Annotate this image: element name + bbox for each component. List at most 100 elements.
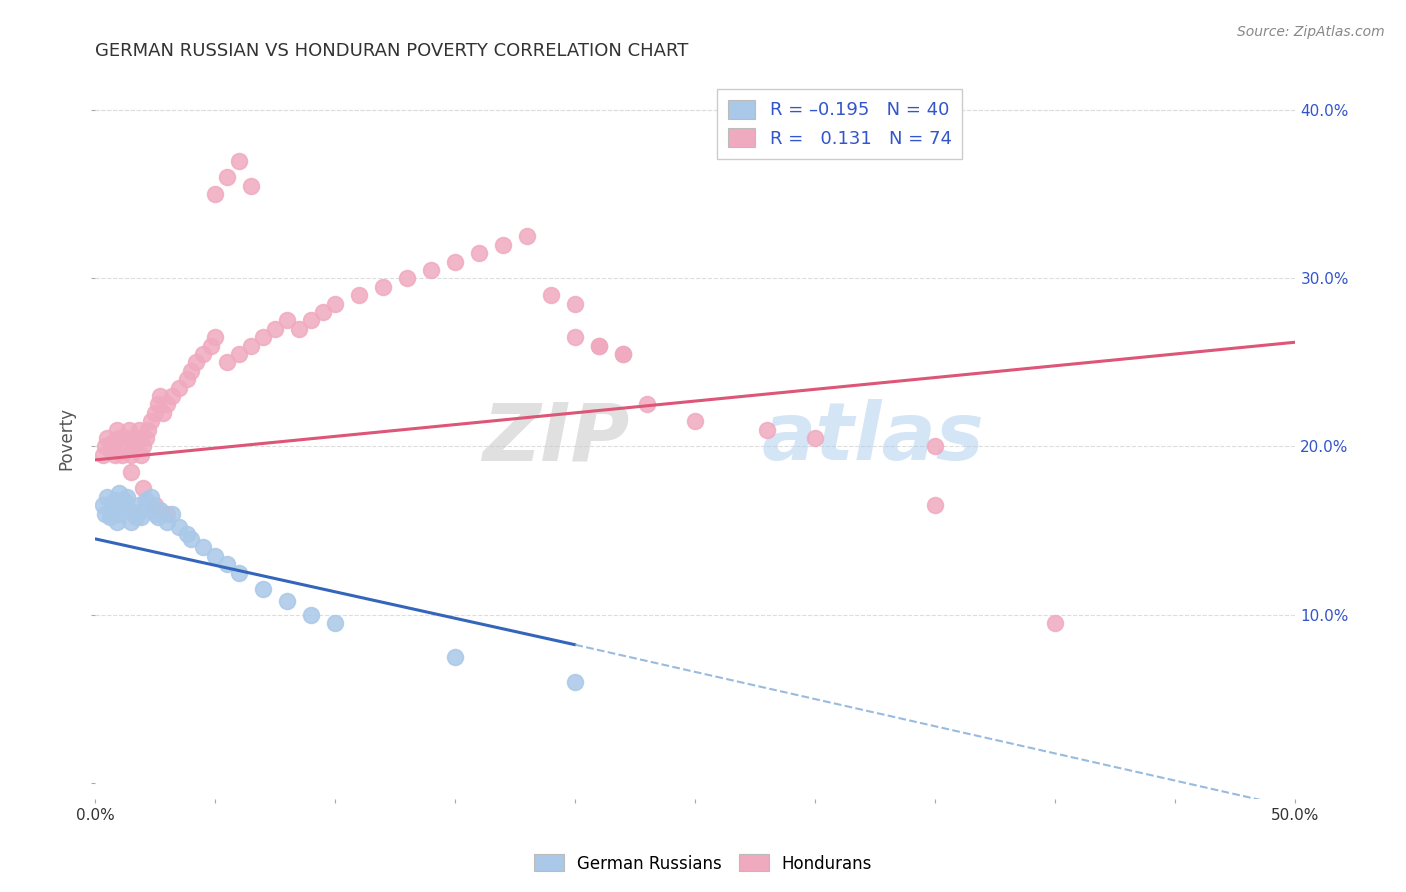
- Point: [204, 330, 226, 344]
- Point: [156, 507, 179, 521]
- Point: [180, 364, 202, 378]
- Point: [129, 448, 152, 462]
- Point: [143, 406, 166, 420]
- Point: [564, 296, 586, 310]
- Point: [146, 510, 169, 524]
- Point: [325, 615, 347, 630]
- Point: [136, 498, 159, 512]
- Point: [468, 246, 491, 260]
- Point: [228, 566, 250, 580]
- Point: [193, 347, 215, 361]
- Point: [111, 498, 134, 512]
- Point: [444, 254, 467, 268]
- Point: [228, 347, 250, 361]
- Point: [612, 347, 634, 361]
- Point: [564, 330, 586, 344]
- Point: [101, 436, 124, 450]
- Point: [540, 288, 562, 302]
- Point: [94, 439, 117, 453]
- Point: [111, 448, 134, 462]
- Point: [636, 397, 658, 411]
- Point: [108, 486, 131, 500]
- Point: [129, 510, 152, 524]
- Point: [176, 526, 198, 541]
- Point: [149, 389, 172, 403]
- Point: [420, 263, 443, 277]
- Text: ZIP: ZIP: [482, 399, 630, 477]
- Point: [132, 439, 155, 453]
- Point: [564, 674, 586, 689]
- Text: Source: ZipAtlas.com: Source: ZipAtlas.com: [1237, 25, 1385, 39]
- Point: [240, 338, 263, 352]
- Point: [588, 338, 610, 352]
- Point: [200, 338, 222, 352]
- Point: [756, 423, 779, 437]
- Point: [96, 490, 118, 504]
- Point: [176, 372, 198, 386]
- Point: [299, 313, 322, 327]
- Point: [112, 493, 135, 508]
- Point: [143, 507, 166, 521]
- Point: [325, 296, 347, 310]
- Point: [125, 431, 148, 445]
- Y-axis label: Poverty: Poverty: [58, 407, 75, 469]
- Point: [98, 442, 121, 457]
- Point: [264, 322, 287, 336]
- Point: [240, 178, 263, 193]
- Point: [156, 397, 179, 411]
- Point: [217, 355, 239, 369]
- Point: [349, 288, 371, 302]
- Point: [136, 423, 159, 437]
- Point: [108, 507, 131, 521]
- Point: [115, 490, 138, 504]
- Point: [924, 439, 946, 453]
- Point: [112, 439, 135, 453]
- Point: [492, 237, 515, 252]
- Point: [588, 338, 610, 352]
- Point: [128, 423, 150, 437]
- Point: [1045, 615, 1067, 630]
- Point: [132, 482, 155, 496]
- Point: [184, 355, 207, 369]
- Point: [105, 515, 128, 529]
- Point: [139, 490, 162, 504]
- Point: [103, 493, 125, 508]
- Point: [115, 431, 138, 445]
- Point: [288, 322, 311, 336]
- Point: [120, 465, 142, 479]
- Point: [125, 510, 148, 524]
- Point: [612, 347, 634, 361]
- Point: [120, 448, 142, 462]
- Point: [139, 414, 162, 428]
- Text: GERMAN RUSSIAN VS HONDURAN POVERTY CORRELATION CHART: GERMAN RUSSIAN VS HONDURAN POVERTY CORRE…: [96, 42, 689, 60]
- Point: [101, 503, 124, 517]
- Point: [228, 153, 250, 168]
- Point: [122, 507, 145, 521]
- Point: [299, 607, 322, 622]
- Point: [91, 498, 114, 512]
- Point: [108, 431, 131, 445]
- Point: [180, 532, 202, 546]
- Point: [160, 507, 183, 521]
- Point: [169, 381, 191, 395]
- Point: [149, 503, 172, 517]
- Legend: R = –0.195   N = 40, R =   0.131   N = 74: R = –0.195 N = 40, R = 0.131 N = 74: [717, 89, 962, 159]
- Point: [91, 448, 114, 462]
- Point: [143, 498, 166, 512]
- Point: [252, 582, 274, 597]
- Point: [152, 406, 174, 420]
- Point: [685, 414, 707, 428]
- Point: [105, 423, 128, 437]
- Point: [156, 515, 179, 529]
- Point: [94, 507, 117, 521]
- Point: [312, 305, 335, 319]
- Point: [373, 279, 395, 293]
- Point: [103, 448, 125, 462]
- Text: atlas: atlas: [762, 399, 984, 477]
- Point: [516, 229, 538, 244]
- Point: [118, 423, 141, 437]
- Point: [204, 549, 226, 563]
- Point: [924, 498, 946, 512]
- Point: [122, 439, 145, 453]
- Point: [135, 493, 157, 508]
